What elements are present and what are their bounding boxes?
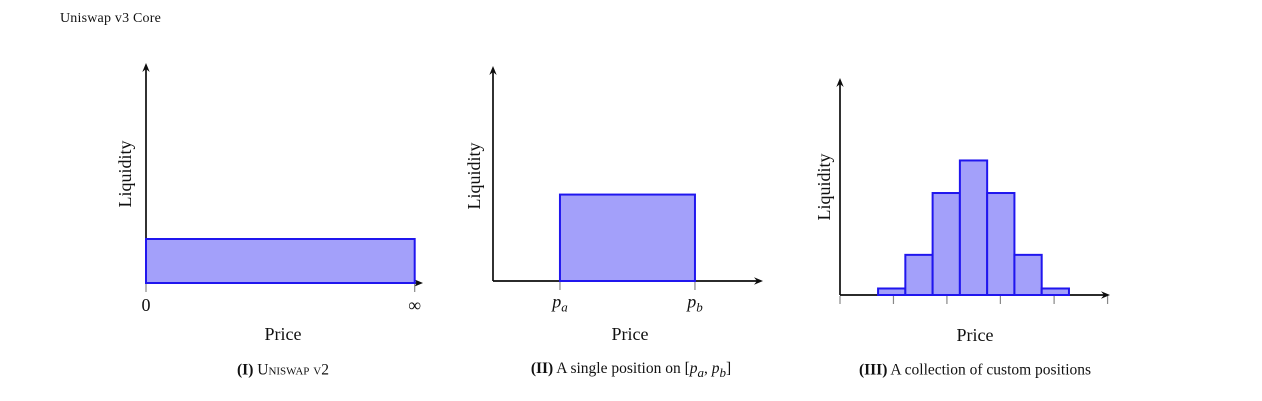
chart-II-plot — [489, 66, 763, 290]
x-axis-label: Price — [264, 324, 302, 344]
y-axis-arrowhead — [142, 63, 150, 72]
page-header-title: Uniswap v3 Core — [60, 11, 161, 26]
text-part: Uniswap v2 — [257, 361, 329, 379]
y-axis-arrowhead — [489, 66, 497, 75]
liquidity-bar — [1040, 287, 1070, 296]
text-part: A collection of custom positions — [890, 361, 1092, 379]
liquidity-bar — [986, 192, 1016, 296]
text-part: a — [561, 299, 568, 315]
caption-index: (II) — [530, 360, 554, 377]
y-axis-label: Liquidity — [464, 142, 484, 210]
figure-caption: (I) Uniswap v2 — [237, 362, 329, 378]
tick-label: ∞ — [408, 296, 421, 314]
liquidity-bar — [558, 193, 696, 283]
text-part: b — [719, 365, 726, 380]
y-axis-label: Liquidity — [115, 140, 135, 208]
liquidity-bar — [145, 238, 416, 284]
caption-index: (I) — [237, 361, 254, 379]
text-part: , — [703, 360, 712, 377]
y-axis-label: Liquidity — [814, 153, 834, 221]
text-part: ] — [725, 360, 732, 377]
y-axis-arrowhead — [836, 78, 844, 87]
text-part: p — [689, 360, 698, 377]
liquidity-bar — [1013, 253, 1043, 296]
chart-I-plot — [142, 63, 423, 292]
chart-III-plot — [836, 78, 1110, 304]
liquidity-bar — [931, 192, 961, 296]
x-axis-arrowhead — [1101, 291, 1110, 299]
liquidity-bar — [877, 287, 907, 296]
text-part: p — [552, 291, 562, 312]
text-part: ∞ — [408, 295, 422, 315]
x-axis-arrowhead — [754, 277, 763, 285]
liquidity-bar — [958, 159, 989, 296]
x-axis-label: Price — [956, 325, 994, 345]
figure-caption: (II) A single position on [pa, pb] — [531, 361, 731, 379]
x-axis-label: Price — [611, 324, 649, 344]
tick-label: 0 — [142, 296, 151, 314]
text-part: a — [697, 365, 704, 380]
liquidity-bar — [904, 253, 934, 296]
caption-index: (III) — [858, 361, 888, 379]
x-axis-arrowhead — [414, 279, 423, 287]
text-part: p — [711, 360, 720, 377]
tick-label: pb — [687, 293, 703, 314]
tick-label: pa — [552, 293, 568, 314]
text-part: b — [696, 299, 703, 315]
text-part: p — [687, 291, 697, 312]
text-part: A single position on [ — [556, 360, 690, 377]
text-part: 0 — [141, 295, 151, 315]
figure-caption: (III) A collection of custom positions — [859, 362, 1091, 378]
